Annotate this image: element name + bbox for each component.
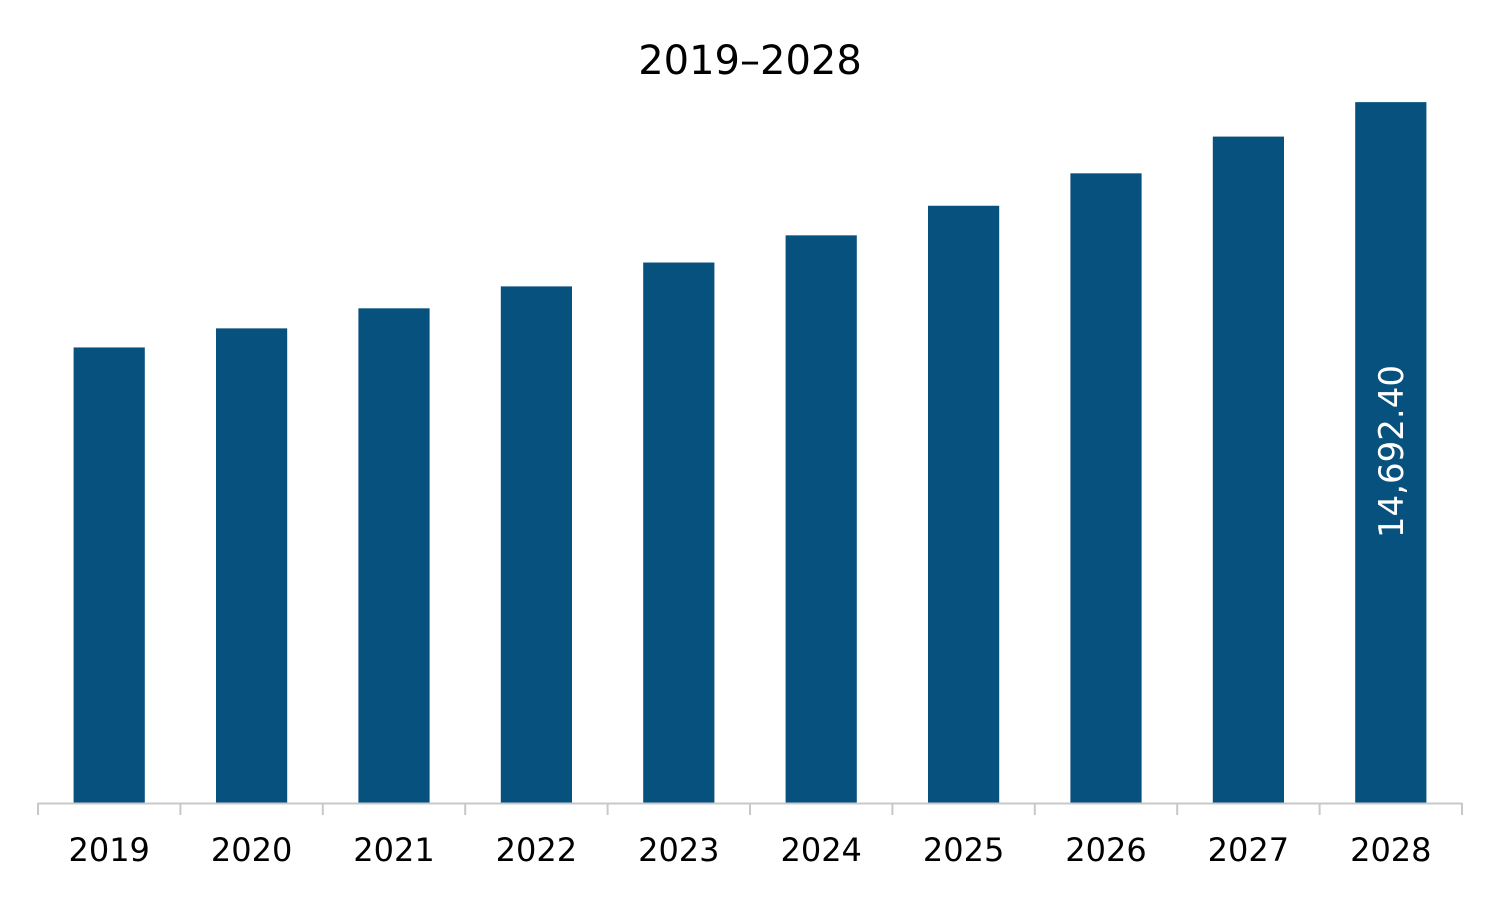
x-tick-label-2027: 2027 <box>1208 831 1289 869</box>
x-tick-label-2020: 2020 <box>211 831 292 869</box>
x-tick-label-2026: 2026 <box>1065 831 1146 869</box>
bar-2024 <box>785 235 857 804</box>
data-label-2028: 14,692.40 <box>1372 365 1412 538</box>
chart-title: 2019–2028 <box>638 38 862 84</box>
x-tick-label-2022: 2022 <box>496 831 577 869</box>
bar-2020 <box>216 328 288 803</box>
bars-group <box>73 102 1427 804</box>
data-labels: 14,692.40 <box>1372 365 1412 538</box>
bar-2022 <box>500 286 572 803</box>
bar-2026 <box>1070 173 1142 803</box>
bar-2025 <box>928 205 1000 803</box>
bar-2021 <box>358 308 430 803</box>
x-tick-label-2025: 2025 <box>923 831 1004 869</box>
x-tick-label-2024: 2024 <box>780 831 861 869</box>
bar-2027 <box>1212 136 1284 804</box>
x-tick-label-2028: 2028 <box>1350 831 1431 869</box>
x-tick-label-2023: 2023 <box>638 831 719 869</box>
x-tick-label-2021: 2021 <box>353 831 434 869</box>
bar-2023 <box>643 262 715 803</box>
bar-2019 <box>73 347 145 803</box>
bar-2028 <box>1355 102 1427 803</box>
x-tick-label-2019: 2019 <box>68 831 149 869</box>
x-tick-labels: 2019 2020 2021 2022 2023 2024 2025 2026 2027 2028 <box>68 831 1431 869</box>
x-axis <box>37 802 1463 815</box>
